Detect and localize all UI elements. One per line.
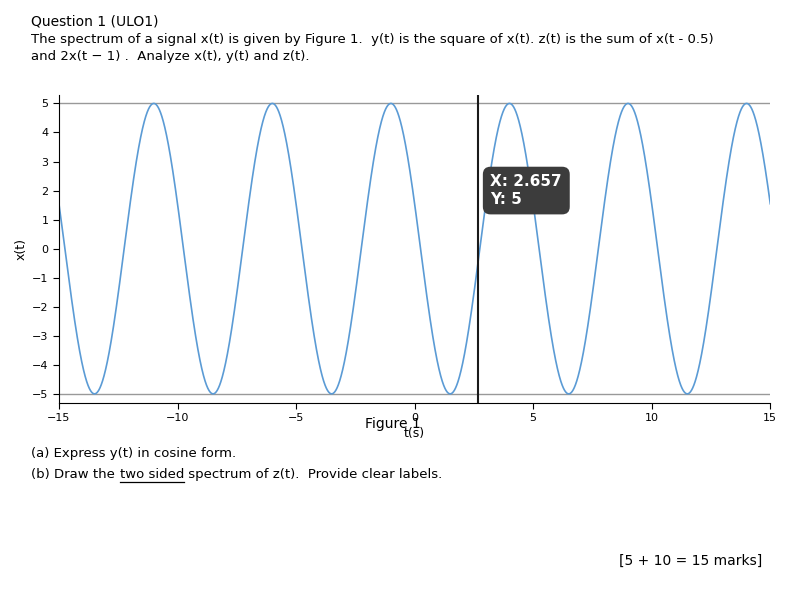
Text: and 2x(t − 1) .  Analyze x(t), y(t) and z(t).: and 2x(t − 1) . Analyze x(t), y(t) and z… <box>31 50 310 63</box>
Y-axis label: x(t): x(t) <box>15 237 28 260</box>
Text: The spectrum of a signal x(t) is given by Figure 1.  y(t) is the square of x(t).: The spectrum of a signal x(t) is given b… <box>31 33 714 46</box>
Text: X: 2.657
Y: 5: X: 2.657 Y: 5 <box>490 175 562 207</box>
Text: (b) Draw the: (b) Draw the <box>31 468 119 481</box>
X-axis label: t(s): t(s) <box>404 427 425 440</box>
Text: two sided: two sided <box>119 468 184 481</box>
Text: (a) Express y(t) in cosine form.: (a) Express y(t) in cosine form. <box>31 447 237 460</box>
Text: spectrum of z(t).  Provide clear labels.: spectrum of z(t). Provide clear labels. <box>184 468 443 481</box>
Text: Figure 1: Figure 1 <box>365 417 421 432</box>
Text: [5 + 10 = 15 marks]: [5 + 10 = 15 marks] <box>619 554 762 568</box>
Text: Question 1 (ULO1): Question 1 (ULO1) <box>31 15 159 29</box>
